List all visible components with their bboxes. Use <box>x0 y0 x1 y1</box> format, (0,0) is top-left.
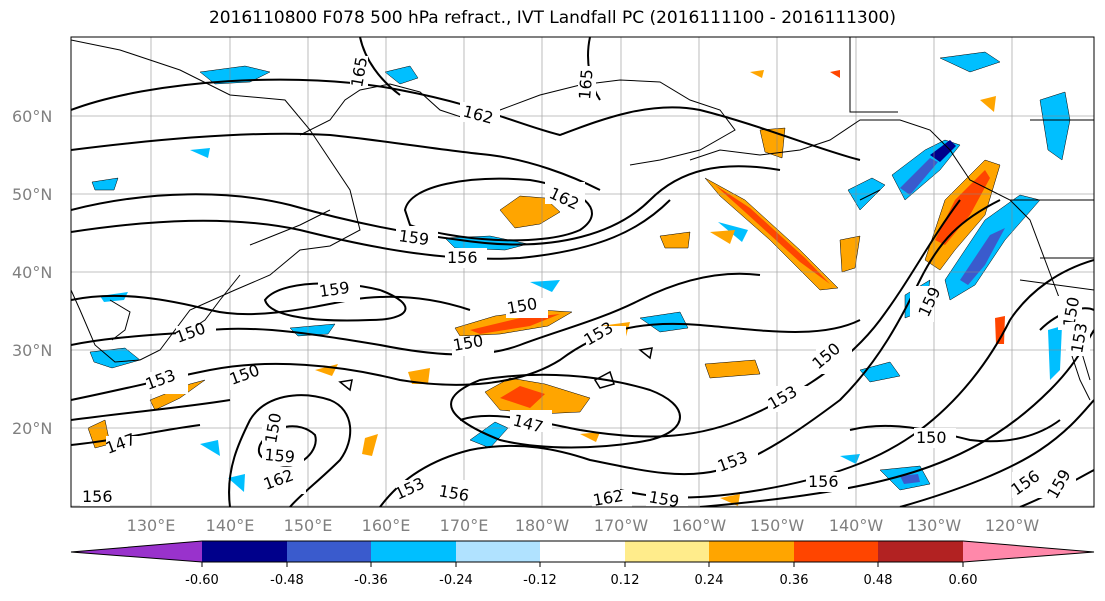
colorbar-seg <box>794 541 879 562</box>
colorbar-tick: 0.12 <box>611 573 640 588</box>
lon-label: 120°W <box>985 516 1040 535</box>
map-frame <box>70 36 1095 508</box>
lat-label: 50°N <box>12 185 52 204</box>
contour-label: 159 <box>264 445 296 467</box>
colorbar-tick: -0.60 <box>185 573 219 588</box>
colorbar-tick: 0.60 <box>949 573 978 588</box>
colorbar-tick: -0.24 <box>439 573 473 588</box>
colorbar-seg <box>625 541 710 562</box>
lat-label: 40°N <box>12 263 52 282</box>
longitude-labels: 130°E 140°E 150°E 160°E 170°E 180°W 170°… <box>127 516 1040 535</box>
contour-label: 156 <box>808 472 839 491</box>
contour-small <box>338 347 653 392</box>
colorbar-seg <box>287 541 372 562</box>
lon-label: 150°E <box>284 516 333 535</box>
lat-label: 30°N <box>12 341 52 360</box>
colorbar-tick: 0.48 <box>864 573 893 588</box>
colorbar-tick: 0.36 <box>780 573 809 588</box>
colorbar-seg <box>963 541 1094 562</box>
colorbar-seg <box>371 541 456 562</box>
colorbar-seg <box>878 541 963 562</box>
lon-label: 170°W <box>594 516 649 535</box>
contour-label: 159 <box>318 278 351 301</box>
colorbar-tick: -0.36 <box>354 573 388 588</box>
colorbar: -0.60 -0.48 -0.36 -0.24 -0.12 0.12 0.24 … <box>70 540 1095 588</box>
lon-label: 150°W <box>750 516 805 535</box>
colorbar-seg <box>71 541 202 562</box>
lon-label: 130°E <box>127 516 176 535</box>
colorbar-seg <box>540 541 625 562</box>
map-panel: 165 165 162 162 159 156 159 150 150 150 … <box>71 37 1094 511</box>
contour-label: 150 <box>916 428 947 447</box>
contour-label: 156 <box>82 487 113 506</box>
colorbar-tick: -0.12 <box>523 573 557 588</box>
lon-label: 140°W <box>829 516 884 535</box>
colorbar-tick: -0.48 <box>270 573 304 588</box>
lon-label: 160°W <box>672 516 727 535</box>
contour-label: 159 <box>397 226 430 249</box>
colorbar-tick: 0.24 <box>695 573 724 588</box>
colorbar-seg <box>202 541 287 562</box>
contour-label: 162 <box>591 486 624 510</box>
colorbar-seg <box>709 541 794 562</box>
lon-label: 180°W <box>515 516 570 535</box>
colorbar-seg <box>456 541 541 562</box>
lat-label: 60°N <box>12 107 52 126</box>
lon-label: 130°W <box>907 516 962 535</box>
lat-label: 20°N <box>12 419 52 438</box>
contour-label: 156 <box>447 248 478 267</box>
latitude-labels: 60°N 50°N 40°N 30°N 20°N <box>12 107 52 438</box>
contour-label: 165 <box>575 68 597 100</box>
lon-label: 160°E <box>362 516 411 535</box>
lon-label: 170°E <box>440 516 489 535</box>
map-title: 2016110800 F078 500 hPa refract., IVT La… <box>208 8 896 28</box>
lon-label: 140°E <box>206 516 255 535</box>
contour-label: 159 <box>647 487 680 511</box>
